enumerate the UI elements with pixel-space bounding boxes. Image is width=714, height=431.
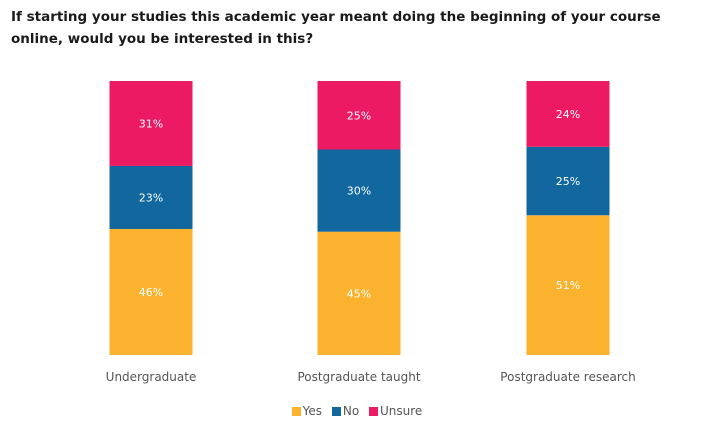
stacked-bar-chart: 46% 23% 31% Undergraduate 45% 30% 25% Postgradu…: [106, 81, 636, 384]
legend-label-unsure: Unsure: [380, 404, 423, 418]
bar-no-postgraduate-taught: [317, 149, 401, 232]
legend-swatch-unsure: [369, 407, 379, 416]
chart-title: If starting your studies this academic y…: [11, 9, 661, 47]
bar-yes-postgraduate-taught: [317, 231, 401, 355]
legend: Yes No Unsure: [0, 404, 714, 418]
bar-yes-postgraduate-research: [526, 215, 610, 355]
data-label-no-postgraduate-taught: 30%: [347, 185, 371, 198]
data-label-unsure-postgraduate-taught: 25%: [347, 109, 371, 122]
data-label-unsure-postgraduate-research: 24%: [556, 108, 580, 121]
legend-item-no: No: [331, 404, 360, 418]
data-label-yes-postgraduate-taught: 45%: [347, 287, 371, 300]
bar-unsure-undergraduate: [109, 81, 193, 166]
bar-no-undergraduate: [109, 165, 193, 229]
legend-swatch-yes: [291, 407, 301, 416]
bar-unsure-postgraduate-research: [526, 81, 610, 147]
data-label-no-undergraduate: 23%: [139, 191, 163, 204]
legend-swatch-no: [331, 407, 341, 416]
data-label-yes-undergraduate: 46%: [139, 286, 163, 299]
bar-unsure-postgraduate-taught: [317, 81, 401, 150]
category-label-postgraduate-research: Postgraduate research: [500, 370, 635, 384]
legend-item-yes: Yes: [291, 404, 323, 418]
legend-label-yes: Yes: [302, 404, 323, 418]
data-label-yes-postgraduate-research: 51%: [556, 279, 580, 292]
bar-yes-undergraduate: [109, 228, 193, 355]
legend-item-unsure: Unsure: [369, 404, 422, 418]
category-label-postgraduate-taught: Postgraduate taught: [297, 370, 420, 384]
legend-label-no: No: [342, 404, 360, 418]
bar-no-postgraduate-research: [526, 146, 610, 216]
category-label-undergraduate: Undergraduate: [106, 370, 197, 384]
data-label-unsure-undergraduate: 31%: [139, 117, 163, 130]
data-label-no-postgraduate-research: 25%: [556, 175, 580, 188]
